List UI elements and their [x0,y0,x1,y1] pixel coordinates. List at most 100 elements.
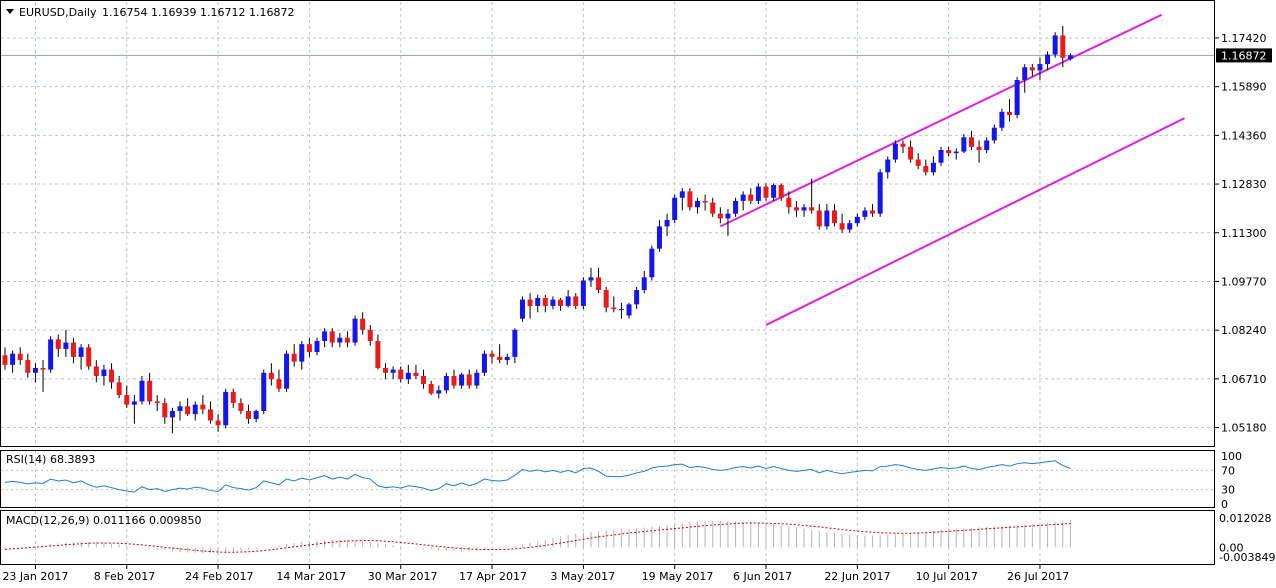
candle-body [78,347,84,357]
candle-body [900,143,906,147]
rsi-tick-label: 70 [1221,464,1235,477]
candle [466,369,472,389]
candle [139,375,145,405]
candle [390,366,396,380]
candle-body [847,223,853,230]
candle-body [352,318,358,343]
candle [360,312,366,335]
candle [717,207,723,224]
candle-body [558,299,564,306]
candle-body [611,307,617,310]
candle-body [1014,79,1020,115]
candle-body [109,369,115,383]
candle [733,197,739,217]
candle-body [268,372,274,380]
candle-body [451,375,457,386]
candle-body [778,185,784,198]
candle [542,294,548,313]
candle-body [801,207,807,211]
candle [991,124,997,144]
candle-body [786,197,792,208]
candle [535,294,541,313]
candle-body [839,223,845,230]
candle [451,369,457,389]
candle [383,363,388,380]
candle [885,156,891,179]
candle-body [413,372,419,376]
candle [109,363,115,389]
channel-line-upper [719,13,1163,228]
candles [2,25,1073,434]
price-axis: 1.17420 1.15890 1.14360 1.12830 1.11300 1.097… [1214,32,1267,435]
candle [656,220,662,252]
candle-body [512,329,518,357]
candle-body [322,331,328,341]
candle [367,325,373,346]
macd-label: MACD(12,26,9) 0.011166 0.009850 [6,514,202,527]
current-price-marker [1216,48,1272,63]
candle-body [428,383,434,394]
candle [436,385,442,399]
candle-body [223,391,229,426]
candle [877,169,883,217]
candle [2,347,8,370]
candle-body [976,146,982,150]
macd-series: 0.012028 0.00-0.003849 [4,512,1275,564]
rsi-pane-frame [0,450,1215,508]
candle-body [32,368,38,373]
time-tick-label: 23 Jan 2017 [2,570,68,583]
candle [618,302,624,319]
candle-body [139,380,145,402]
rsi-tick-label: 100 [1221,450,1242,463]
time-tick-label: 3 May 2017 [550,570,615,583]
candle-body [93,366,99,376]
candle [131,395,137,424]
candle-body [443,375,449,391]
candle [246,404,252,424]
candle [284,350,290,392]
candle-body [725,213,731,219]
candle-body [953,151,959,154]
candle [664,213,670,236]
candle [725,208,731,236]
candle-body [207,409,213,421]
candle-body [421,375,427,384]
candle-body [436,390,442,394]
candle-body [588,277,594,281]
candle-body [17,353,23,361]
candle-body [626,304,632,316]
dropdown-triangle-icon[interactable] [6,9,14,14]
macd-tick-label: 0.00 [1219,541,1244,554]
candle [192,401,198,421]
candle [101,364,107,386]
candle [398,366,404,383]
candle [459,372,465,389]
candle [207,401,213,424]
candle-body [603,290,609,308]
candle-body [968,137,974,147]
candle-body [1045,54,1051,65]
candle-body [383,368,388,373]
candle-body [230,391,236,404]
candle [641,270,647,294]
candle [329,328,335,348]
candle-body [946,150,952,154]
candle [276,369,282,392]
candle [1037,57,1043,80]
candle-body [580,280,586,306]
candle [755,183,761,205]
price-tick-label: 1.06710 [1221,373,1267,386]
time-tick-label: 30 Mar 2017 [368,570,438,583]
candle [550,296,556,310]
symbol-label: EURUSD,Daily [19,6,97,19]
candle [1014,76,1020,119]
candle [93,360,99,383]
time-tick-label: 8 Feb 2017 [94,570,155,583]
candle-body [314,340,320,353]
candle-body [702,200,708,203]
candle [839,213,845,233]
candle-body [40,368,46,370]
candle [862,207,868,221]
candle-body [124,395,130,405]
